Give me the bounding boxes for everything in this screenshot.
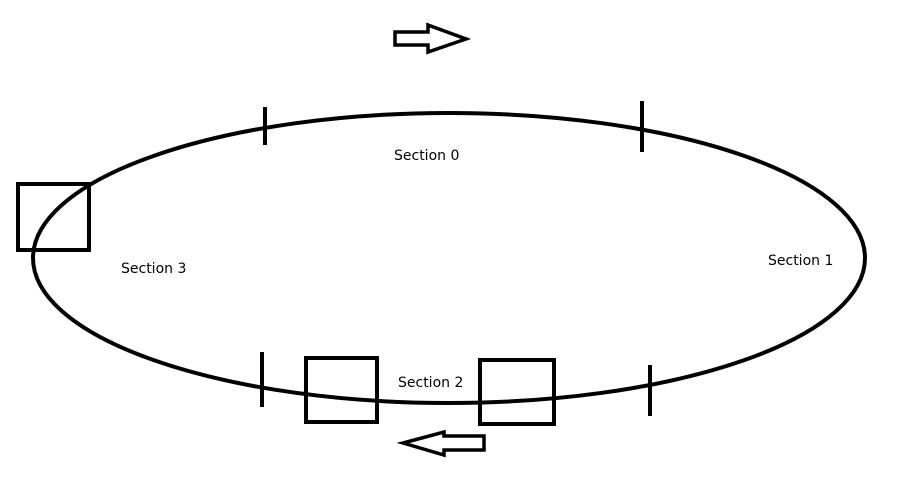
arrow-right-icon: [393, 22, 472, 55]
section-1-label: Section 1: [768, 253, 834, 269]
vehicle-box-bottom-right: [478, 358, 556, 426]
vehicle-box-left: [16, 182, 91, 252]
arrow-left-icon: [396, 429, 486, 458]
section-2-label: Section 2: [398, 375, 464, 391]
vehicle-box-bottom-left: [304, 356, 379, 424]
section-3-label: Section 3: [121, 261, 187, 277]
section-0-label: Section 0: [394, 148, 460, 164]
oval-track: [31, 111, 867, 405]
